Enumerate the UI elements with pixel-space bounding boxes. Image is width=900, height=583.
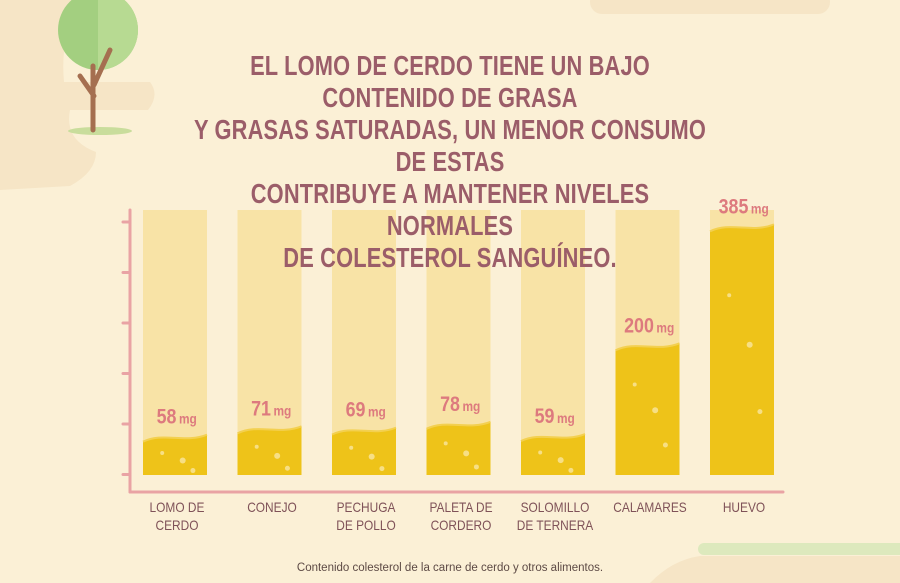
bubble — [179, 457, 186, 464]
bar-wave — [331, 426, 397, 436]
bar-group: 69 mg — [331, 210, 397, 475]
value-label: 71 mg — [251, 397, 291, 421]
bar-track — [521, 210, 585, 475]
category-label: LOMO DE CERDO — [130, 498, 224, 534]
bubble — [379, 466, 385, 472]
category-label: PALETA DE CORDERO — [414, 498, 508, 534]
bar-group: 59 mg — [520, 210, 586, 475]
value-label: 59 mg — [535, 405, 575, 429]
category-label: SOLOMILLO DE TERNERA — [508, 498, 602, 534]
bar-group: 385 mg — [709, 195, 775, 475]
chart-axis — [121, 208, 785, 494]
bubble — [662, 442, 668, 448]
bar-wave — [615, 342, 680, 352]
bubble — [727, 293, 732, 298]
category-label-line: PALETA DE — [428, 499, 493, 515]
page-title: EL LOMO DE CERDO TIENE UN BAJO CONTENIDO… — [193, 50, 708, 274]
y-axis-ticks — [121, 220, 132, 476]
bubble — [254, 444, 259, 449]
bar-group: 200 mg — [615, 210, 680, 475]
bubble — [757, 409, 763, 415]
category-label-line: DE POLLO — [336, 517, 396, 533]
bubble — [274, 452, 281, 459]
category-label-line: CERDO — [155, 517, 199, 533]
category-label-line: DE TERNERA — [516, 517, 594, 533]
value-label: 200 mg — [624, 314, 674, 338]
category-label-line: HUEVO — [722, 499, 766, 515]
bubble — [463, 450, 470, 457]
title-line-4: DE COLESTEROL SANGUÍNEO. — [283, 242, 617, 273]
title-line-3: CONTRIBUYE A MANTENER NIVELES NORMALES — [250, 178, 650, 241]
category-label-line: CALAMARES — [612, 499, 687, 515]
bubble — [746, 341, 753, 348]
bar-wave — [142, 433, 208, 443]
bar — [521, 434, 585, 475]
bubble — [632, 382, 637, 387]
category-label-line: CORDERO — [430, 517, 491, 533]
bar — [615, 343, 680, 475]
category-label: CONEJO — [225, 498, 319, 516]
bubble — [568, 467, 574, 473]
bar-group: 78 mg — [426, 210, 491, 475]
bubble — [538, 450, 543, 455]
bubble — [557, 457, 564, 464]
category-label: HUEVO — [697, 498, 791, 516]
title-line-1: EL LOMO DE CERDO TIENE UN BAJO CONTENIDO… — [250, 50, 650, 113]
tree-icon — [58, 0, 138, 135]
value-label: 58 mg — [157, 405, 197, 429]
bar-wave — [709, 223, 775, 233]
bubble — [349, 445, 354, 450]
title-line-2: Y GRASAS SATURADAS, UN MENOR CONSUMO DE … — [193, 114, 707, 177]
bubble — [443, 441, 448, 446]
category-label: CALAMARES — [603, 498, 697, 516]
bubble — [473, 464, 479, 470]
bar-group: 71 mg — [237, 210, 302, 475]
category-label: PECHUGA DE POLLO — [319, 498, 413, 534]
bar-wave — [237, 425, 302, 435]
category-label-line: PECHUGA — [336, 499, 396, 515]
bubble — [368, 453, 375, 460]
value-label: 78 mg — [440, 393, 480, 417]
bubble — [160, 451, 165, 456]
bar-wave — [426, 420, 491, 430]
bar — [143, 434, 207, 475]
category-label-line: SOLOMILLO — [520, 499, 590, 515]
bar-group: 58 mg — [142, 210, 208, 475]
value-label: 385 mg — [719, 195, 769, 219]
bar — [710, 224, 774, 475]
value-label: 69 mg — [346, 398, 386, 422]
bubble — [190, 468, 196, 474]
category-label-line: LOMO DE — [149, 499, 205, 515]
chart-caption: Contenido colesterol de la carne de cerd… — [296, 562, 604, 574]
bubble — [652, 407, 659, 414]
bubble — [284, 465, 290, 471]
category-label-line: CONEJO — [246, 499, 297, 515]
bar-wave — [520, 433, 586, 442]
bar — [237, 426, 302, 475]
bar — [426, 421, 491, 475]
bar — [332, 427, 396, 475]
bar-series: 58 mg 71 mg 69 mg 78 mg 59 mg 200 mg 385 mg — [142, 195, 775, 475]
bar-track — [143, 210, 207, 475]
